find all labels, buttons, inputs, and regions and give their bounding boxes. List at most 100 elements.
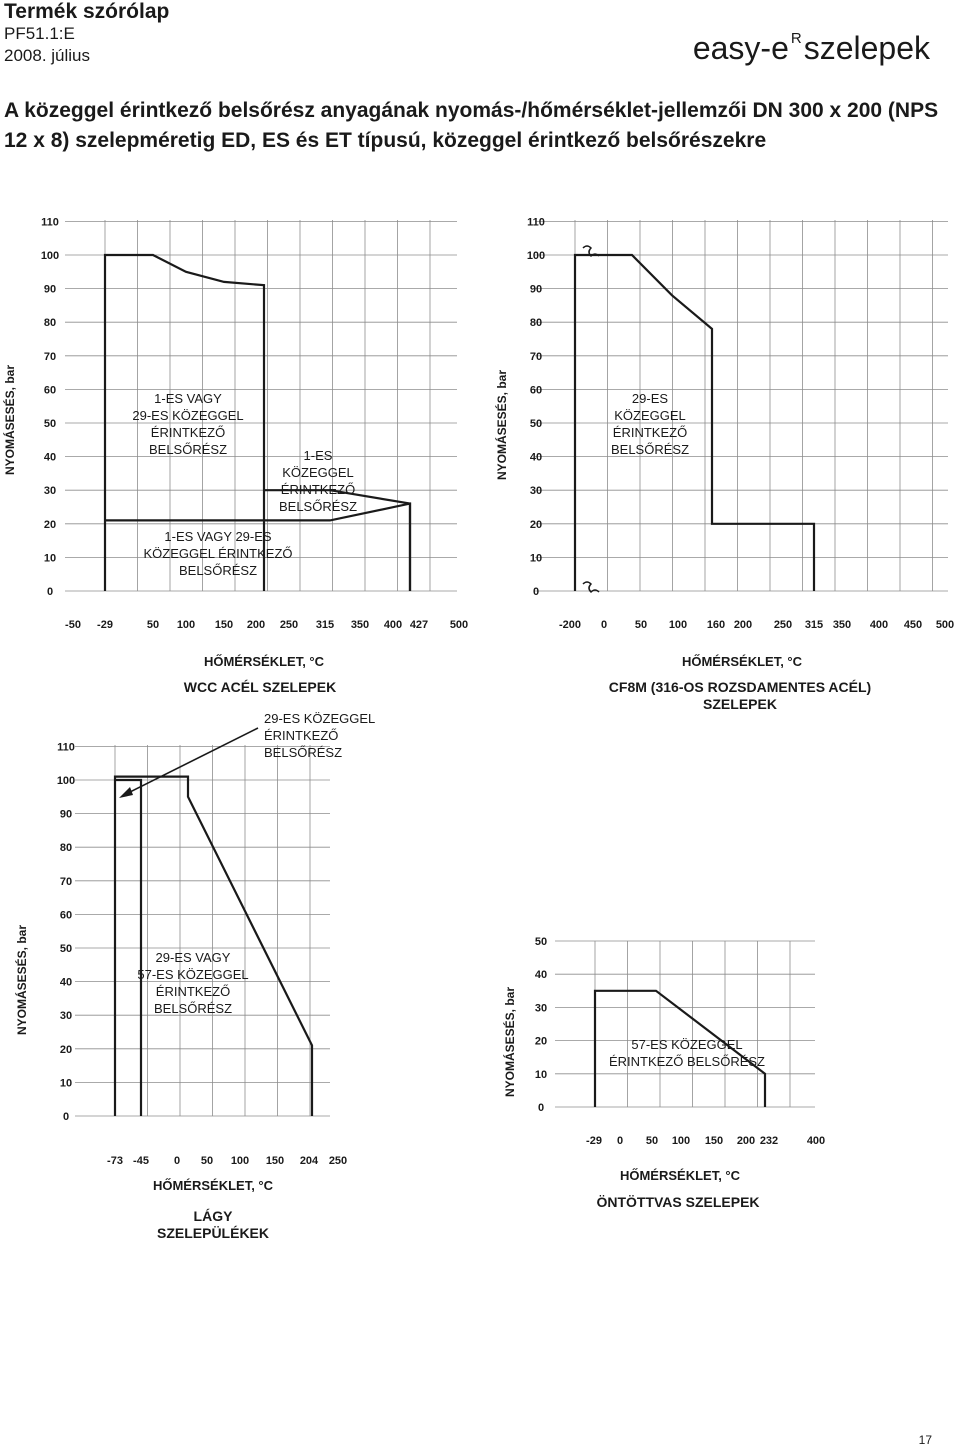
y-tick-label: 60 [44,384,56,396]
y-tick-label: 40 [530,452,542,464]
x-tick-label: 315 [316,619,334,631]
brand-title: easy-e Rszelepek [693,30,930,67]
y-tick-label: 80 [60,842,72,854]
region-annotation: 29-ES KÖZEGGEL ÉRINTKEZŐ BELSŐRÉSZ [264,711,375,760]
y-tick-label: 20 [535,1036,547,1048]
y-tick-label: 110 [41,216,59,228]
annotation-line: KÖZEGGEL [614,408,686,423]
chart-caption-line: SZELEPÜLÉKEK [157,1225,269,1241]
annotation-line: 29-ES VAGY [156,950,231,965]
x-axis-label: HŐMÉRSÉKLET, °C [153,1178,274,1193]
y-tick-label: 50 [44,418,56,430]
x-tick-label: 150 [266,1155,284,1167]
chart-grid [65,220,457,592]
y-tick-label: 30 [530,485,542,497]
annotation-line: BELSŐRÉSZ [149,442,227,457]
annotation-line: ÉRINTKEZŐ [156,984,230,999]
chart-cf8m-stainless: 0 10 20 30 40 50 60 70 80 90 100 110 -200 0 50 100 160 20… [494,216,954,712]
annotation-line: KÖZEGGEL ÉRINTKEZŐ [143,546,292,561]
x-tick-label: 500 [936,619,954,631]
chart-wcc-steel: 0 10 20 30 40 50 60 70 80 90 100 110 -50 -29 50 100 150 2… [2,216,468,695]
y-tick-label: 110 [57,741,75,753]
annotation-line: 29-ES [632,391,668,406]
y-tick-label: 70 [44,351,56,363]
annotation-line: BELSŐRÉSZ [611,442,689,457]
y-tick-label: 70 [530,351,542,363]
page-number: 17 [918,1433,932,1447]
region-annotation: 57-ES KÖZEGGEL ÉRINTKEZŐ BELSŐRÉSZ [609,1037,765,1069]
section-title: A közeggel érintkező belsőrész anyagának… [4,99,939,152]
annotation-line: ÉRINTKEZŐ [151,425,225,440]
y-axis-label: NYOMÁSESÉS, bar [14,925,29,1035]
x-axis-label: HŐMÉRSÉKLET, °C [204,654,325,669]
chart-soft-seats: 0 10 20 30 40 50 60 70 80 90 100 110 -73 -45 0 50 100 150… [14,711,375,1241]
x-tick-label: 250 [774,619,792,631]
y-tick-label: 100 [57,775,75,787]
x-tick-label: 315 [805,619,823,631]
flyer-title: Termék szórólap [4,0,170,23]
y-tick-label: 10 [44,552,56,564]
pointer-arrow-line [123,727,259,796]
x-tick-label: 250 [280,619,298,631]
chart-caption-line: LÁGY [194,1208,234,1224]
y-tick-label: 100 [41,250,59,262]
y-tick-label: 30 [60,1010,72,1022]
x-tick-label: -45 [133,1155,149,1167]
axis-break-mark [582,245,600,258]
annotation-line: BELSŐRÉSZ [264,745,342,760]
y-tick-label: 20 [44,519,56,531]
annotation-line: BELSŐRÉSZ [279,499,357,514]
x-tick-label: 450 [904,619,922,631]
chart-cast-iron: 0 10 20 30 40 50 -29 0 50 100 150 200 232 400 NYOMÁSES… [502,936,825,1210]
x-tick-label: -73 [107,1155,123,1167]
y-tick-label: 70 [60,876,72,888]
chart-grid [535,220,948,592]
chart-caption: ÖNTÖTTVAS SZELEPEK [596,1194,759,1210]
x-tick-label: 150 [705,1135,723,1147]
y-tick-label: 80 [530,317,542,329]
y-tick-label: 80 [44,317,56,329]
x-tick-label: 500 [450,619,468,631]
annotation-line: BELSŐRÉSZ [154,1001,232,1016]
limit-curve-1 [593,989,767,1107]
y-tick-label: 90 [530,284,542,296]
limit-curve-2 [115,778,143,1116]
y-tick-label: 60 [530,384,542,396]
registered-mark: R [790,30,802,47]
region-annotation: 29-ES VAGY 57-ES KÖZEGGEL ÉRINTKEZŐ BELSŐRÉ… [137,950,248,1016]
brand-suffix: szelepek [803,30,930,66]
x-tick-label: 160 [707,619,725,631]
x-tick-label: 100 [177,619,195,631]
y-tick-label: 0 [538,1102,544,1114]
limit-curve-1 [113,775,314,1116]
x-tick-label: 400 [384,619,402,631]
x-tick-label: 0 [174,1155,180,1167]
x-tick-label: -50 [65,619,81,631]
x-tick-label: 100 [231,1155,249,1167]
x-tick-label: 200 [247,619,265,631]
annotation-line: 57-ES KÖZEGGEL [137,967,248,982]
x-tick-label: 400 [807,1135,825,1147]
y-tick-label: 30 [44,485,56,497]
y-tick-label: 30 [535,1002,547,1014]
x-tick-label: 232 [760,1135,778,1147]
y-axis-label: NYOMÁSESÉS, bar [494,370,509,480]
y-tick-label: 50 [530,418,542,430]
annotation-line: ÉRINTKEZŐ BELSŐRÉSZ [609,1054,765,1069]
y-tick-label: 50 [535,936,547,948]
x-tick-label: 100 [672,1135,690,1147]
limit-curve-1 [573,253,816,591]
annotation-line: ÉRINTKEZŐ [613,425,687,440]
annotation-line: 57-ES KÖZEGGEL [631,1037,742,1052]
y-tick-label: 20 [530,519,542,531]
annotation-line: 1-ES VAGY 29-ES [164,529,272,544]
chart-caption: WCC ACÉL SZELEPEK [184,679,336,695]
chart-caption-line: CF8M (316-OS ROZSDAMENTES ACÉL) [609,679,871,695]
y-tick-label: 40 [535,969,547,981]
region-annotation: 1-ES VAGY 29-ES KÖZEGGEL ÉRINTKEZŐ BELSŐRÉ… [143,529,292,578]
annotation-line: 29-ES KÖZEGGEL [132,408,243,423]
x-tick-label: -29 [586,1135,602,1147]
annotation-line: 29-ES KÖZEGGEL [264,711,375,726]
x-tick-label: 0 [601,619,607,631]
annotation-line: KÖZEGGEL [282,465,354,480]
